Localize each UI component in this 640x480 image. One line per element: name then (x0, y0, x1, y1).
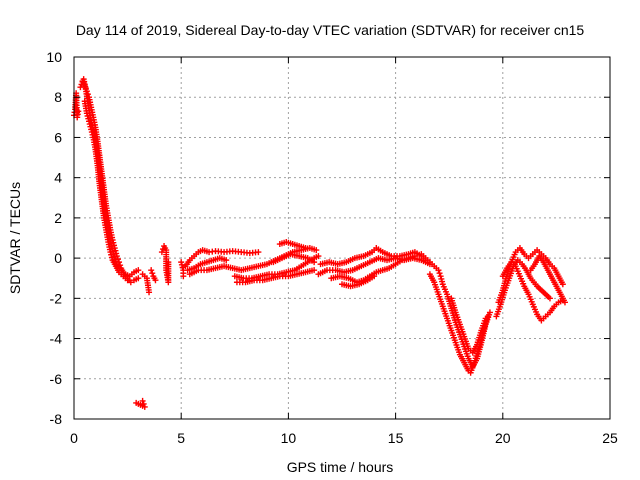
y-tick-label: 6 (54, 129, 62, 145)
data-point (411, 253, 418, 260)
data-point (546, 295, 553, 302)
data-point (311, 267, 318, 274)
data-point (75, 108, 82, 115)
data-point (148, 267, 155, 274)
data-point (302, 245, 309, 252)
data-point (311, 259, 318, 266)
data-point (255, 249, 262, 256)
data-points (71, 76, 568, 410)
data-point (139, 397, 146, 404)
x-tick-label: 25 (602, 430, 618, 446)
data-point (152, 277, 159, 284)
y-tick-label: 0 (54, 250, 62, 266)
data-point (149, 270, 156, 277)
axis-ticks: 0 5 10 15 20 25 -8 -6 -4 -2 0 2 4 6 8 10 (46, 49, 618, 446)
x-tick-label: 5 (177, 430, 185, 446)
y-tick-label: 8 (54, 89, 62, 105)
data-point (135, 275, 142, 282)
y-tick-label: -6 (50, 371, 63, 387)
x-tick-label: 15 (388, 430, 404, 446)
data-point (313, 247, 320, 254)
x-tick-label: 0 (70, 430, 78, 446)
data-point (140, 400, 147, 407)
y-tick-label: -8 (50, 411, 63, 427)
x-axis-title: GPS time / hours (287, 459, 394, 475)
y-tick-label: 2 (54, 210, 62, 226)
data-point (124, 277, 131, 284)
data-point (146, 289, 153, 296)
y-tick-label: -4 (50, 331, 63, 347)
data-point (127, 279, 134, 286)
data-point (482, 315, 489, 322)
chart-title: Day 114 of 2019, Sidereal Day-to-day VTE… (76, 22, 585, 38)
x-tick-label: 20 (495, 430, 511, 446)
data-point (223, 257, 230, 264)
data-point (141, 403, 148, 410)
data-point (315, 253, 322, 260)
grid-lines (74, 57, 610, 419)
y-axis-title: SDTVAR / TECUs (7, 182, 23, 294)
y-tick-label: -2 (50, 290, 63, 306)
data-point (436, 270, 443, 277)
y-tick-label: 4 (54, 170, 62, 186)
data-point (135, 267, 142, 274)
x-tick-label: 10 (281, 430, 297, 446)
data-point (165, 259, 172, 266)
data-point (561, 299, 568, 306)
plot-area-frame (73, 56, 611, 420)
data-point (180, 273, 187, 280)
y-tick-label: 10 (46, 49, 62, 65)
data-point (371, 273, 378, 280)
data-point (559, 281, 566, 288)
data-point (435, 267, 442, 274)
data-point (486, 309, 493, 316)
